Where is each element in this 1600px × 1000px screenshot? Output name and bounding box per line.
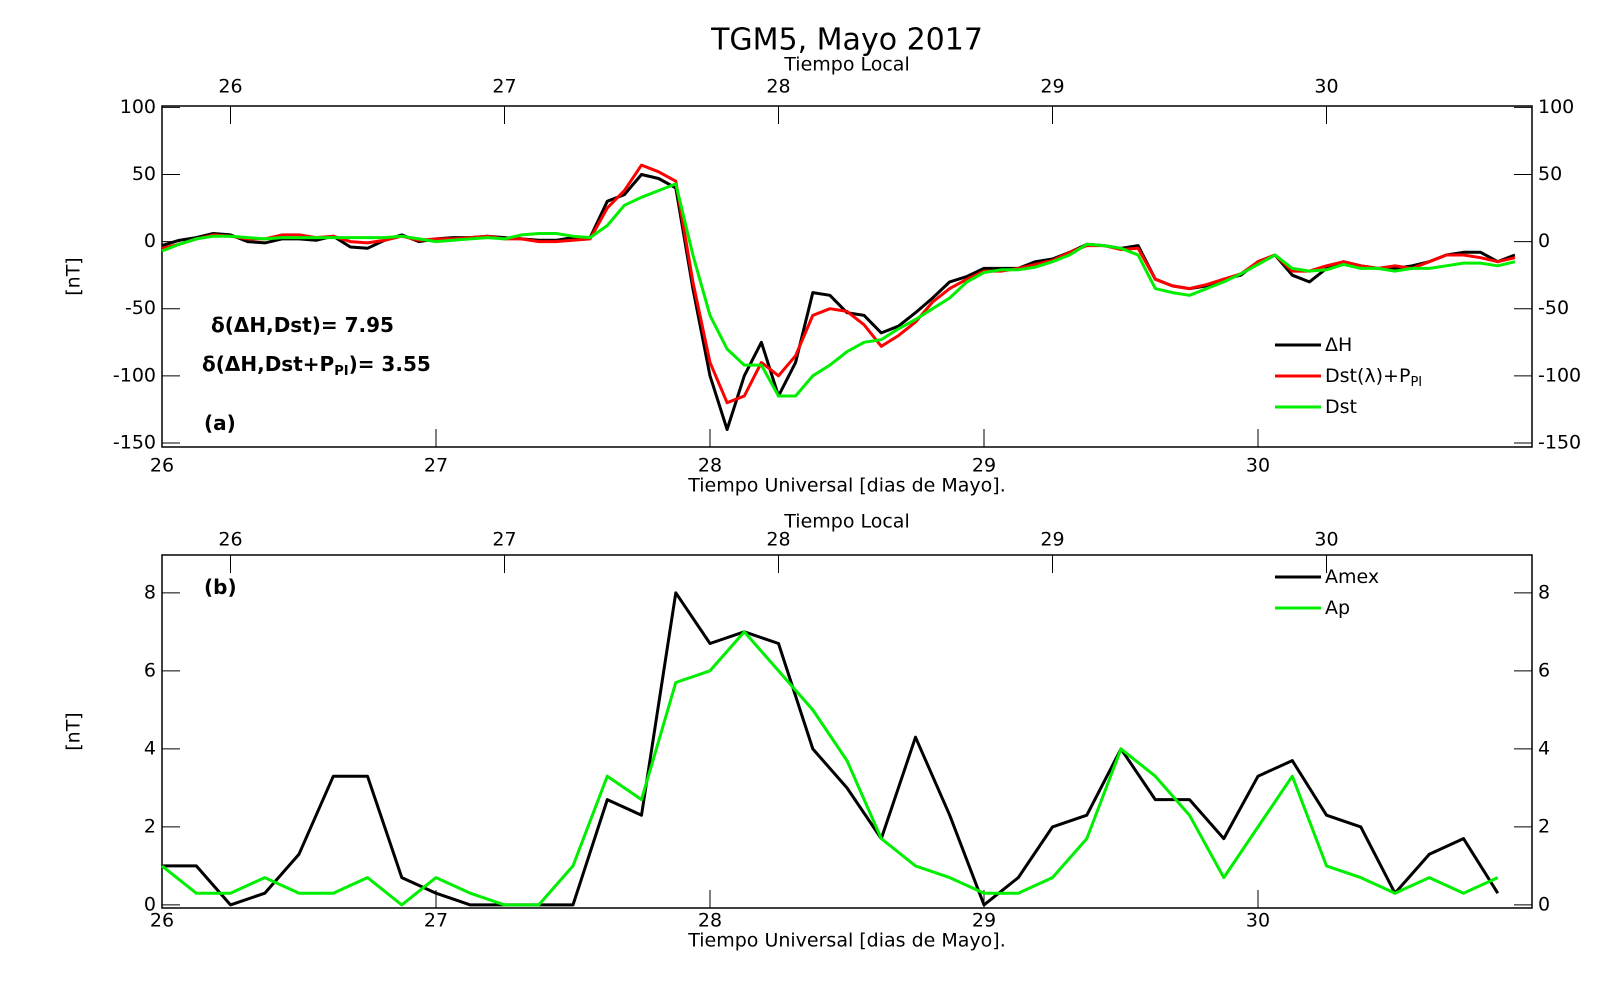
y2-tick-label: 2 — [1538, 815, 1550, 837]
y2-tick-label: -150 — [1538, 431, 1581, 453]
x-tick-label: 28 — [698, 455, 722, 477]
y-tick-label: 2 — [144, 815, 156, 837]
y-tick-label: 100 — [120, 96, 156, 118]
y2-tick-label: 50 — [1538, 163, 1562, 185]
y2-tick-label: -100 — [1538, 364, 1581, 386]
x2-tick-label: 30 — [1314, 76, 1338, 98]
legend-label: Amex — [1325, 566, 1379, 588]
annotation: δ(ΔH,Dst)= 7.95 — [211, 313, 394, 337]
annotation-text: )= 3.55 — [349, 352, 431, 376]
y-tick-label: 50 — [132, 163, 156, 185]
annotation: δ(ΔH,Dst+PPI)= 3.55 — [202, 352, 431, 379]
x-tick-label: 29 — [972, 455, 996, 477]
x-tick-label: 29 — [972, 910, 996, 932]
x2-tick-label: 29 — [1040, 76, 1064, 98]
x-axis-label: Tiempo Universal [dias de Mayo]. — [687, 930, 1006, 952]
plot-frame — [161, 554, 1533, 909]
y-axis-label: [nT] — [63, 712, 85, 750]
x-tick-label: 27 — [424, 910, 448, 932]
annotation-text: δ(ΔH,Dst+P — [202, 352, 334, 376]
y-tick-label: -100 — [113, 364, 156, 386]
x2-axis-label: Tiempo Local — [783, 54, 909, 76]
x-tick-label: 28 — [698, 910, 722, 932]
annotation-text: (a) — [204, 411, 236, 435]
x2-tick-label: 27 — [492, 76, 516, 98]
data-line — [161, 630, 1499, 907]
x-tick-label: 26 — [150, 910, 174, 932]
annotation: (a) — [204, 411, 236, 435]
x2-tick-label: 28 — [766, 529, 790, 551]
annotation-text: (b) — [204, 575, 237, 599]
chart-title: TGM5, Mayo 2017 — [710, 23, 983, 58]
y2-tick-label: 6 — [1538, 659, 1550, 681]
x2-axis-label: Tiempo Local — [783, 511, 909, 533]
x2-tick-label: 27 — [492, 529, 516, 551]
x2-tick-label: 29 — [1040, 529, 1064, 551]
legend-text: Dst(λ)+P — [1325, 365, 1410, 387]
y-tick-label: 0 — [144, 230, 156, 252]
y-tick-label: 4 — [144, 737, 156, 759]
y-tick-label: 8 — [144, 581, 156, 603]
y-tick-label: -50 — [125, 297, 156, 319]
data-line — [161, 173, 1516, 431]
data-line — [161, 163, 1516, 405]
legend-label: Dst — [1325, 396, 1357, 418]
annotation-text: δ(ΔH,Dst)= 7.95 — [211, 313, 394, 337]
annotation: (b) — [204, 575, 237, 599]
x-tick-label: 27 — [424, 455, 448, 477]
legend-text: Amex — [1325, 566, 1379, 588]
y-axis-label: [nT] — [63, 257, 85, 295]
y-tick-label: -150 — [113, 431, 156, 453]
x-tick-label: 30 — [1246, 910, 1270, 932]
legend-text: Ap — [1325, 597, 1350, 619]
x-axis-label: Tiempo Universal [dias de Mayo]. — [687, 475, 1006, 497]
legend-label: Dst(λ)+PPI — [1325, 365, 1422, 390]
x2-tick-label: 26 — [218, 76, 242, 98]
y2-tick-label: 0 — [1538, 230, 1550, 252]
y-tick-label: 0 — [144, 893, 156, 915]
legend-subscript: PI — [1410, 375, 1422, 390]
x2-tick-label: 30 — [1314, 529, 1338, 551]
data-line — [161, 182, 1516, 398]
legend-label: Ap — [1325, 597, 1350, 619]
x2-tick-label: 26 — [218, 529, 242, 551]
x-tick-label: 30 — [1246, 455, 1270, 477]
y2-tick-label: 100 — [1538, 96, 1574, 118]
data-line — [162, 591, 1500, 907]
x2-tick-label: 28 — [766, 76, 790, 98]
y2-tick-label: 4 — [1538, 737, 1550, 759]
y2-tick-label: -50 — [1538, 297, 1569, 319]
legend-label: ΔH — [1325, 334, 1352, 356]
x-tick-label: 26 — [150, 455, 174, 477]
y-tick-label: 6 — [144, 659, 156, 681]
y2-tick-label: 8 — [1538, 581, 1550, 603]
legend-text: ΔH — [1325, 334, 1352, 356]
legend-text: Dst — [1325, 396, 1357, 418]
annotation-subscript: PI — [334, 364, 348, 379]
y2-tick-label: 0 — [1538, 893, 1550, 915]
plot-frame — [161, 105, 1533, 448]
